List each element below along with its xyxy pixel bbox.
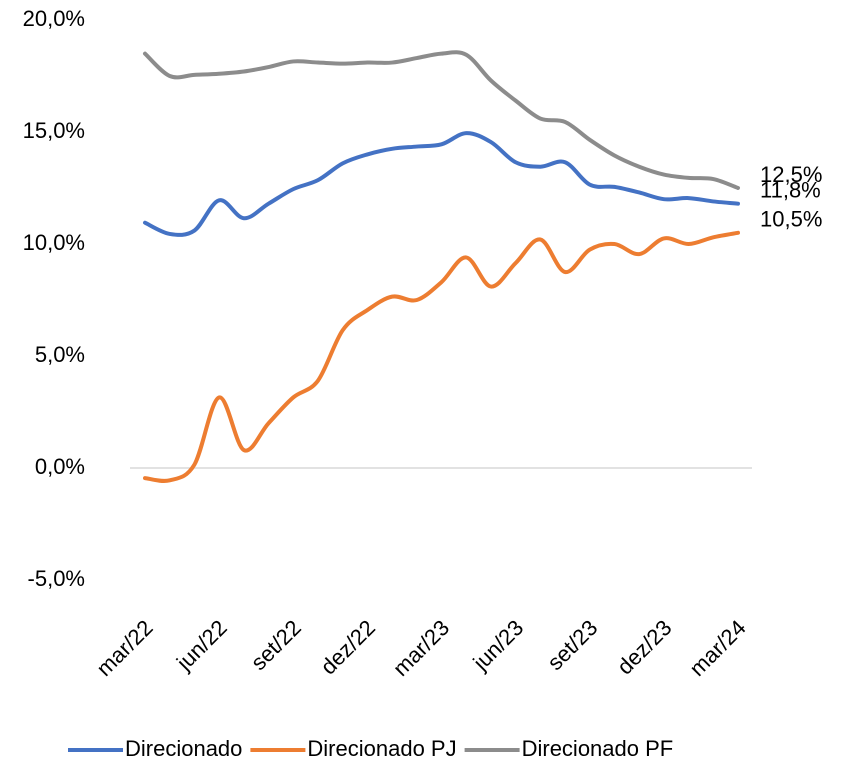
x-tick-label: mar/23	[388, 615, 454, 681]
x-tick-label: jun/22	[171, 615, 232, 676]
x-tick-label: dez/23	[612, 615, 676, 679]
series-line	[143, 50, 740, 190]
legend-label: Direcionado PF	[522, 736, 674, 761]
y-tick-label: -5,0%	[28, 566, 85, 591]
value-label: 11,8%	[760, 177, 821, 202]
x-tick-label: dez/22	[316, 615, 380, 679]
y-tick-label: 5,0%	[35, 342, 85, 367]
y-tick-label: 20,0%	[23, 6, 85, 31]
x-tick-label: mar/24	[685, 615, 751, 681]
x-tick-label: mar/22	[92, 615, 158, 681]
x-tick-label: set/22	[246, 615, 306, 675]
y-tick-label: 15,0%	[23, 118, 85, 143]
x-tick-label: jun/23	[467, 615, 528, 676]
y-tick-label: 0,0%	[35, 454, 85, 479]
x-tick-label: set/23	[542, 615, 602, 675]
series-line	[143, 230, 740, 483]
series-line	[143, 131, 740, 237]
y-tick-label: 10,0%	[23, 230, 85, 255]
legend-label: Direcionado	[125, 736, 242, 761]
value-label: 10,5%	[760, 207, 822, 232]
value-label: 12,5%	[760, 162, 822, 187]
legend-label: Direcionado PJ	[307, 736, 456, 761]
